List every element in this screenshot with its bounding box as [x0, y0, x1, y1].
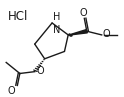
Text: O: O — [8, 86, 16, 96]
Text: O: O — [103, 29, 110, 39]
Text: O: O — [36, 66, 44, 76]
Text: HCl: HCl — [7, 10, 28, 23]
Text: H: H — [53, 12, 60, 22]
Text: O: O — [80, 8, 88, 18]
Polygon shape — [68, 30, 87, 35]
Text: N: N — [53, 25, 60, 35]
